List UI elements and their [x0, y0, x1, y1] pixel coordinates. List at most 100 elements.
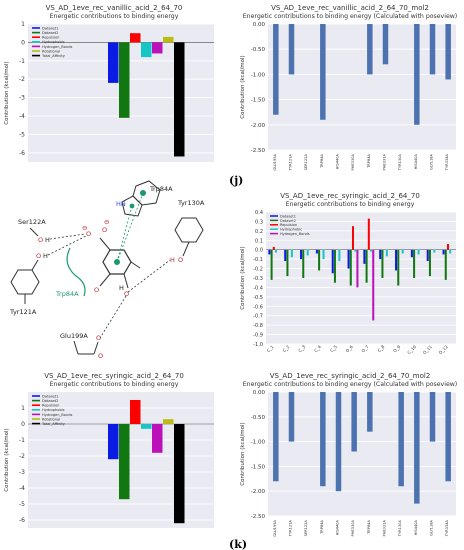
legend-entry: Repulsion [42, 404, 59, 408]
svg-text:O: O [86, 230, 91, 238]
bar-c_1-dataset2 [270, 249, 273, 280]
bar-o_6-repulsion [351, 226, 354, 250]
bar-c_8-hydrophobic [385, 249, 388, 257]
syringic-grouped-chart: VS_AD_1eve_rec_syringic_acid_2_64_70Ener… [4, 372, 214, 528]
y-tick-label: -0.3 [253, 276, 263, 282]
bar-hydrophobic [141, 42, 152, 58]
x-tick-label: GLU199A [273, 153, 277, 170]
legend: Dataset1Dataset2RepulsionHydrophobicHydr… [32, 394, 72, 426]
tyr130a-group: O H Tyr130A [170, 199, 205, 264]
bar-hydrogen-bonds [152, 42, 163, 54]
svg-text:H: H [170, 256, 175, 264]
x-tick-label: O_6 [345, 344, 354, 353]
x-tick-label: HIS440A [336, 519, 340, 535]
chart-subtitle: Energetic contributions to binding energ… [243, 381, 457, 388]
y-tick-label: 0.2 [255, 229, 263, 235]
svg-text:O: O [96, 334, 101, 342]
tyr121a-label: Tyr121A [9, 308, 37, 316]
legend-entry: Repulsion [42, 36, 59, 40]
bar-tyr121a [288, 392, 295, 442]
trp84a-mid-group: Trp84A [55, 247, 86, 298]
y-tick-label: 0.0 [255, 248, 263, 254]
y-tick-label: -0.6 [253, 304, 263, 310]
y-tick-label: -6 [19, 517, 25, 524]
bar-dataset3-repulsion [130, 33, 141, 43]
panel-syringic-cluster: VS_AD_1eve_rec_syringic_acid_2_64_70 Ener… [236, 190, 464, 360]
y-axis-label: Contribution (kcal/mol) [240, 422, 246, 485]
x-tick-label: O_9 [392, 344, 401, 353]
bar-o_6-dataset2 [349, 249, 352, 286]
bar-repulsion [130, 400, 141, 424]
y-tick-label: -0.9 [253, 333, 263, 339]
bar-o_7-repulsion [367, 218, 370, 250]
bar-c_3-hydrophobic [306, 249, 309, 256]
x-tick-label: TRP84A [320, 153, 324, 168]
x-tick-label: HIS440A [414, 153, 418, 169]
bar-c_8-dataset1 [379, 249, 382, 260]
bar-hydrophobic [141, 424, 152, 429]
bar-c_5-dataset2 [333, 249, 336, 283]
bar-his440a [414, 24, 420, 125]
x-tick-label: C_5 [329, 344, 338, 353]
legend: Dataset1Dataset2RepulsionHydrophobicHydr… [270, 214, 310, 236]
chart-subtitle: Energetic contributions to binding energ… [286, 201, 415, 208]
x-tick-label: TRP84A [367, 153, 371, 168]
y-tick-label: -4 [19, 485, 25, 492]
bar-c_3-dataset1 [300, 249, 303, 260]
bar-o_9-dataset2 [397, 249, 400, 286]
y-axis-label: Contribution (kcal/mol) [4, 61, 10, 124]
legend-entry: Hydrophobic [280, 228, 302, 232]
bar-total-affinity [174, 42, 185, 157]
trp84a-top-label: Trp84A [149, 185, 173, 193]
panel-syringic-residue: VS_AD_1eve_rec_syringic_acid_2_64_70_mol… [236, 370, 464, 538]
panel-letter-k: (k) [229, 538, 248, 550]
y-tick-label: -3 [19, 469, 25, 476]
bar-tyr334a [445, 24, 451, 80]
bar-c_2-hydrophobic [290, 249, 293, 258]
y-tick-label: -0.4 [253, 285, 263, 291]
bar-o_9-dataset1 [395, 249, 398, 271]
bar-c_2-dataset2 [286, 249, 289, 277]
bar-hydrogen-bonds [152, 424, 163, 453]
bar-c_1-dataset1 [268, 249, 271, 255]
bar-glu199a [273, 24, 279, 115]
syringic-residue-chart: VS_AD_1eve_rec_syringic_acid_2_64_70_mol… [240, 372, 457, 537]
bar-phe331a [382, 24, 389, 65]
glu199a-group: Glu199A O O [60, 332, 103, 360]
bar-rotational [163, 36, 174, 43]
y-tick-label: 0.3 [255, 219, 263, 225]
o-minus-1: ⊖ [82, 224, 87, 232]
x-tick-label: O_12 [438, 344, 449, 355]
svg-text:O: O [124, 290, 129, 298]
o-minus-2: ⊖ [104, 218, 109, 226]
glu199a-label: Glu199A [60, 332, 88, 340]
bar-c_3-dataset2 [302, 249, 305, 278]
y-tick-label: -0.1 [253, 257, 263, 263]
bar-c_4-dataset1 [315, 249, 318, 254]
hbond-lines [47, 233, 171, 339]
plot-area [268, 24, 456, 150]
bar-phe330a [351, 392, 357, 452]
y-axis-label: Contribution (kcal/mol) [240, 246, 246, 309]
chart-title: VS_AD_1eve_rec_syringic_acid_2_64_70_mol… [270, 372, 431, 380]
legend-entry: Hydrogen_Bonds [42, 413, 72, 417]
legend-entry: Repulsion [280, 223, 297, 227]
bar-c_1-hydrophobic [275, 249, 278, 253]
bar-c_5-hydrophobic [338, 249, 341, 262]
svg-text:O: O [38, 236, 43, 244]
x-tick-label: TRP84A [320, 519, 324, 534]
x-tick-label: SER122A [304, 153, 308, 170]
x-tick-label: C_1 [266, 344, 275, 353]
bar-o_7-hydrophobic [370, 249, 373, 252]
y-tick-label: 1 [21, 405, 25, 412]
chart-subtitle: Energetic contributions to binding energ… [50, 13, 179, 20]
bar-total-affinity [174, 424, 185, 524]
bar-trp84a [320, 392, 326, 487]
pi-stack-lines [116, 192, 144, 263]
x-tick-label: PHE330A [351, 153, 355, 170]
bar-o_6-hydrophobic [354, 249, 357, 252]
x-tick-label: C_10 [406, 344, 417, 355]
y-tick-label: -2 [19, 76, 25, 83]
y-tick-label: 0.00 [253, 22, 266, 28]
tyr121a-group: O H Tyr121A [9, 252, 48, 316]
